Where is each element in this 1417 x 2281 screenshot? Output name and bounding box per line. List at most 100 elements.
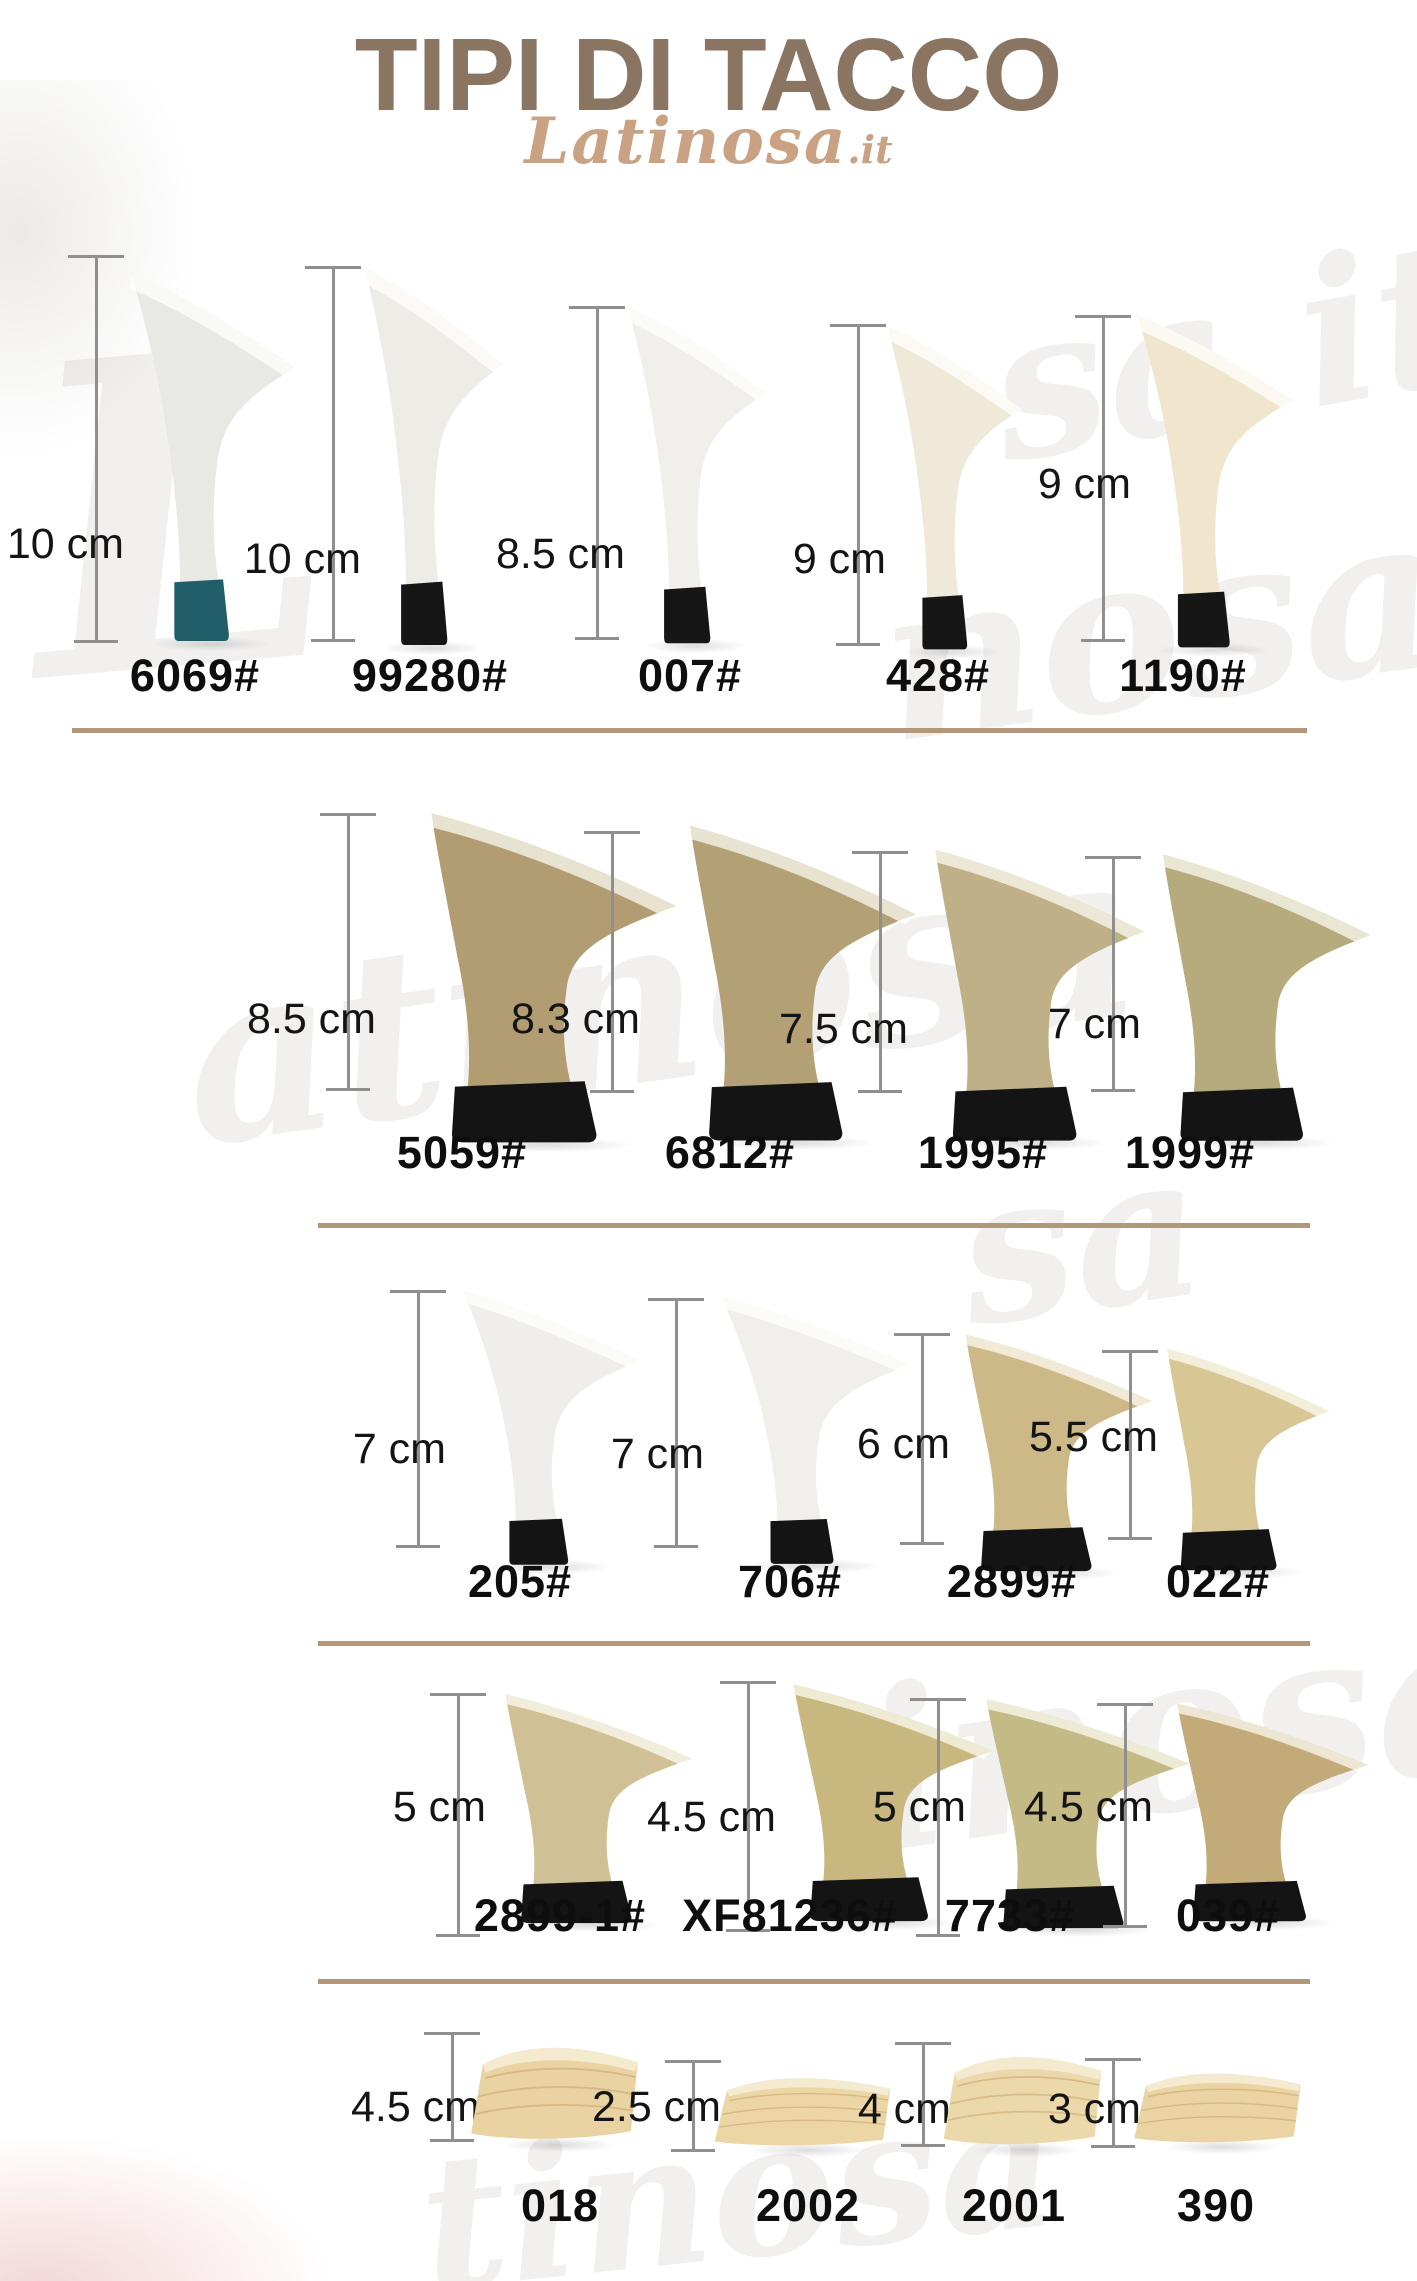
- heel-figure: [652, 813, 924, 1143]
- heel-shadow: [624, 636, 765, 656]
- measure-line-bar: [1124, 1703, 1127, 1928]
- heel-height-label: 7 cm: [610, 1430, 704, 1478]
- heel-shadow: [952, 2140, 1102, 2160]
- heel-figure: [345, 256, 510, 648]
- heel-height-label: 8.3 cm: [510, 995, 640, 1043]
- heel-shadow: [480, 2135, 638, 2155]
- heel-model-label: 428#: [885, 650, 991, 701]
- heel-model-label: XF81236#: [682, 1890, 898, 1941]
- heel-model-label: 6812#: [664, 1127, 796, 1178]
- brand-suffix: .it: [847, 127, 893, 172]
- heel-model-label: 007#: [637, 650, 743, 701]
- heel-graphic: [791, 1684, 993, 1922]
- heel-model-label: 2899#: [946, 1556, 1078, 1607]
- heel-height-label: 7 cm: [1047, 1000, 1141, 1048]
- heel-figure: [462, 2030, 647, 2145]
- heel-model-label: 1995#: [917, 1127, 1049, 1178]
- measure-line: [850, 851, 910, 1093]
- heel-model-label: 2001: [961, 2180, 1067, 2231]
- heel-graphic: [983, 1699, 1190, 1929]
- heel-model-label: 99280#: [351, 650, 509, 701]
- heel-height-label: 9 cm: [1037, 460, 1131, 508]
- background-wash-pink: [0, 2120, 360, 2281]
- heel-height-label: 5 cm: [392, 1783, 486, 1831]
- heel-figure: [1145, 1695, 1375, 1923]
- heel-model-label: 7733#: [944, 1890, 1076, 1941]
- measure-line-bar: [457, 1693, 460, 1937]
- heel-graphic: [1174, 1703, 1369, 1922]
- heel-figure: [474, 1685, 699, 1925]
- heel-height-label: 5 cm: [872, 1783, 966, 1831]
- heel-graphic: [687, 825, 916, 1141]
- heel-figure: [694, 1288, 919, 1566]
- heel-graphic: [943, 2057, 1102, 2145]
- measure-line-bar: [1112, 2058, 1115, 2148]
- measure-line-bottom-cap: [726, 1929, 770, 1932]
- measure-line-bottom-cap: [74, 640, 118, 643]
- measure-line-bottom-cap: [590, 1090, 634, 1093]
- measure-line-bottom-cap: [1081, 639, 1125, 642]
- heel-figure: [1128, 843, 1378, 1143]
- measure-line-bar: [879, 851, 882, 1093]
- measure-line: [718, 1681, 778, 1932]
- heel-height-label: 4.5 cm: [350, 2083, 480, 2131]
- heel-height-label: 6 cm: [856, 1420, 950, 1468]
- heel-graphic: [1134, 2073, 1301, 2143]
- measure-line: [1083, 856, 1143, 1092]
- measure-line: [1095, 1703, 1155, 1928]
- heel-graphic: [963, 1334, 1153, 1572]
- measure-line-bar: [692, 2060, 695, 2152]
- heel-model-label: 5059#: [396, 1127, 528, 1178]
- measure-line: [66, 255, 126, 643]
- measure-line: [1083, 2058, 1143, 2148]
- measure-line-bottom-cap: [396, 1545, 440, 1548]
- heel-figure: [952, 1690, 1197, 1930]
- measure-line: [663, 2060, 723, 2152]
- heel-height-label: 10 cm: [243, 535, 361, 583]
- heel-model-label: 1190#: [1119, 650, 1247, 701]
- row-divider: [318, 1979, 1310, 1984]
- measure-line-bottom-cap: [311, 639, 355, 642]
- heel-graphic: [471, 2047, 638, 2139]
- heel-graphic: [1160, 854, 1371, 1141]
- measure-line-bar: [1129, 1350, 1132, 1540]
- heel-graphic: [503, 1694, 693, 1924]
- heel-height-label: 7.5 cm: [778, 1005, 908, 1053]
- measure-line-bar: [417, 1290, 420, 1548]
- heel-figure: [1140, 1340, 1335, 1572]
- measure-line-bottom-cap: [654, 1545, 698, 1548]
- heel-graphic: [363, 268, 504, 645]
- heel-figure: [1115, 305, 1300, 650]
- heel-shadow: [459, 1557, 638, 1577]
- measure-line-bottom-cap: [575, 637, 619, 640]
- measure-line-bottom-cap: [1103, 1925, 1147, 1928]
- row-divider: [318, 1641, 1310, 1646]
- row-divider: [318, 1223, 1310, 1228]
- measure-line-bar: [611, 831, 614, 1093]
- measure-line: [388, 1290, 448, 1548]
- measure-line-bar: [1112, 856, 1115, 1092]
- heel-graphic: [932, 849, 1145, 1141]
- measure-line-bar: [451, 2032, 454, 2142]
- heel-height-label: 7 cm: [352, 1425, 446, 1473]
- heel-model-label: 6069#: [129, 650, 261, 701]
- heel-shadow: [361, 638, 502, 658]
- measure-line-bar: [1102, 315, 1105, 642]
- measure-line: [646, 1298, 706, 1548]
- measure-line-bar: [922, 2042, 925, 2147]
- heel-graphic: [1165, 1348, 1330, 1571]
- heel-model-label: 018: [520, 2180, 600, 2231]
- heel-model-label: 039#: [1175, 1890, 1281, 1941]
- heel-graphic: [461, 1290, 640, 1565]
- measure-line: [567, 306, 627, 640]
- heel-height-label: 10 cm: [6, 520, 124, 568]
- heel-graphic: [714, 2078, 891, 2146]
- brand-name: Latinosa: [524, 104, 848, 179]
- measure-line-bar: [937, 1698, 940, 1937]
- measure-line-bar: [347, 813, 350, 1091]
- measure-line-bottom-cap: [901, 2144, 945, 2147]
- measure-line-bar: [596, 306, 599, 640]
- heel-model-label: 2002: [755, 2180, 861, 2231]
- measure-line-bottom-cap: [916, 1934, 960, 1937]
